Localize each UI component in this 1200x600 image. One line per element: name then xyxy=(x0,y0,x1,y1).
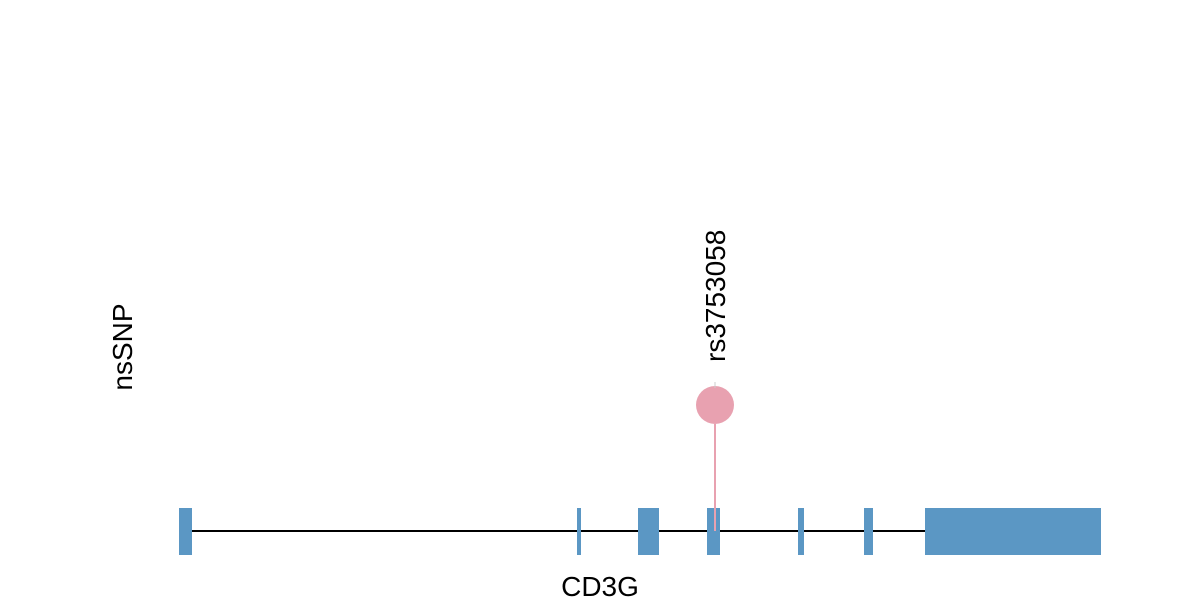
exon xyxy=(864,508,873,555)
exon xyxy=(577,508,581,555)
track-label: nsSNP xyxy=(107,303,138,390)
lollipop-head xyxy=(696,386,734,424)
exon xyxy=(179,508,192,555)
exons xyxy=(179,508,1101,555)
exon xyxy=(925,508,1101,555)
gene-label: CD3G xyxy=(561,571,639,600)
snp-label: rs3753058 xyxy=(700,230,731,362)
exon xyxy=(798,508,804,555)
exon xyxy=(638,508,659,555)
exon xyxy=(707,508,720,555)
